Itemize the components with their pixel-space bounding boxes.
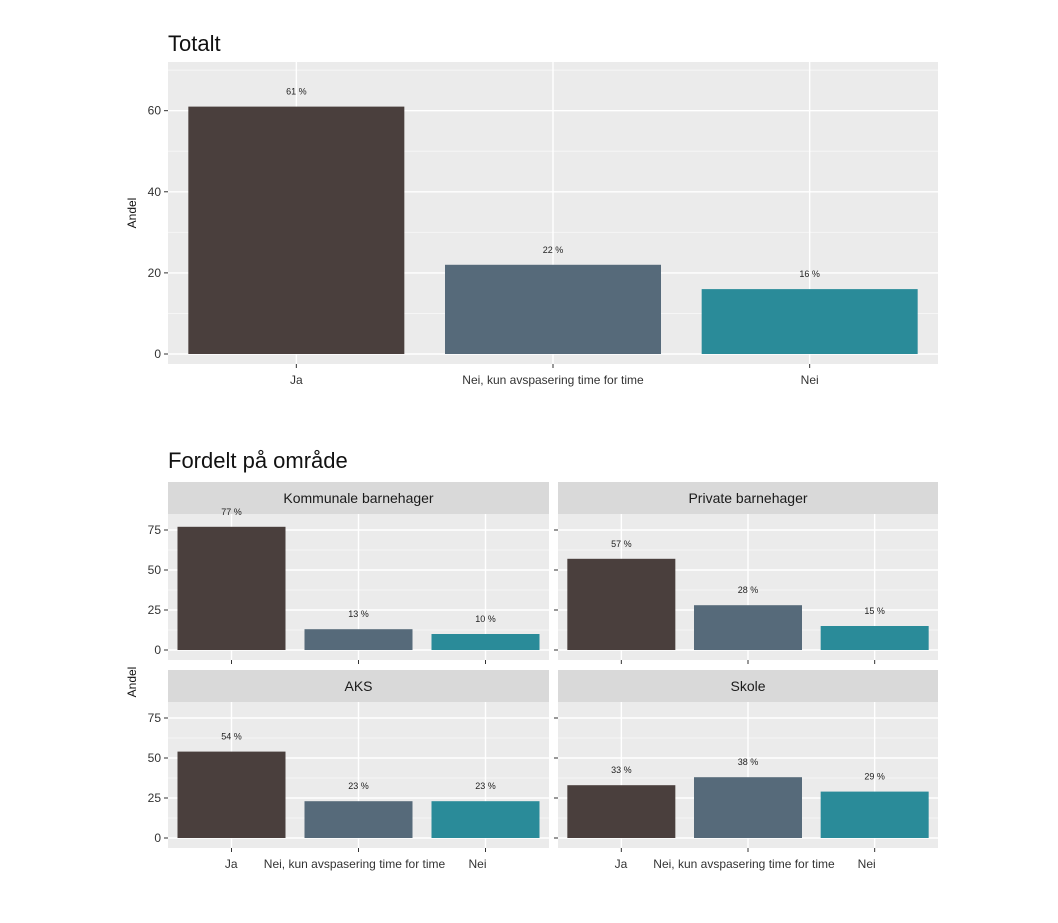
facet-kommunale-barnehager-bar-2 [431,634,540,650]
facet-aks-y-tick-label: 25 [148,791,162,805]
totalt-x-tick-label-0: Ja [290,373,303,387]
facet-skole-bar-0 [567,785,676,838]
totalt-data-label-1: 22 % [543,245,564,255]
totalt-data-label-2: 16 % [799,269,820,279]
facet-private-barnehager-strip [558,482,938,514]
facet-skole-strip [558,670,938,702]
facet-skole-x-tick-label-2: Nei [858,857,876,871]
fordelt-y-axis-label: Andel [125,667,139,698]
facet-kommunale-barnehager-y-tick-label: 0 [154,643,161,657]
facet-aks-y-tick-label: 75 [148,711,162,725]
totalt-bar-2 [701,289,918,354]
facet-aks-bar-1 [304,801,413,838]
facet-kommunale-barnehager-y-tick-label: 50 [148,563,162,577]
chart-title-fordelt: Fordelt på område [168,448,348,473]
totalt-x-tick-label-1: Nei, kun avspasering time for time [462,373,644,387]
facet-skole-bar-1 [694,777,802,838]
facet-skole-x-tick-label-1: Nei, kun avspasering time for time [653,857,835,871]
facet-kommunale-barnehager-y-tick-label: 75 [148,523,162,537]
totalt-y-tick-label: 60 [148,104,162,118]
facet-skole-data-label-2: 29 % [864,772,885,782]
facet-aks-x-tick-label-0: Ja [225,857,238,871]
facet-private-barnehager-data-label-2: 15 % [864,606,885,616]
facet-kommunale-barnehager-strip [168,482,549,514]
facet-aks-strip [168,670,549,702]
facet-skole-data-label-0: 33 % [611,765,632,775]
facet-aks-bar-0 [177,751,286,838]
facet-kommunale-barnehager-bar-1 [304,629,413,650]
facet-aks-data-label-2: 23 % [475,781,496,791]
chart-title-totalt: Totalt [168,31,221,56]
facet-skole-bar-2 [820,791,929,838]
totalt-bar-1 [445,264,661,354]
facet-aks-x-tick-label-2: Nei [469,857,487,871]
totalt-data-label-0: 61 % [286,87,307,97]
facet-private-barnehager-strip-label: Private barnehager [688,490,807,506]
totalt-y-axis-label: Andel [125,198,139,229]
facet-kommunale-barnehager-bar-0 [177,526,286,650]
facet-kommunale-barnehager-data-label-2: 10 % [475,614,496,624]
totalt-y-tick-label: 20 [148,266,162,280]
facet-aks-data-label-1: 23 % [348,781,369,791]
totalt-y-tick-label: 40 [148,185,162,199]
facet-aks-bar-2 [431,801,540,838]
facet-skole-data-label-1: 38 % [738,757,759,767]
facet-aks-x-tick-label-1: Nei, kun avspasering time for time [264,857,446,871]
facet-aks-y-tick-label: 50 [148,751,162,765]
facet-private-barnehager-data-label-0: 57 % [611,539,632,549]
facet-aks-strip-label: AKS [344,678,372,694]
facet-skole-strip-label: Skole [730,678,765,694]
facet-private-barnehager-data-label-1: 28 % [738,585,759,595]
facet-kommunale-barnehager-data-label-1: 13 % [348,609,369,619]
facet-private-barnehager-bar-1 [694,605,802,650]
facet-kommunale-barnehager-y-tick-label: 25 [148,603,162,617]
facet-private-barnehager-bar-2 [820,626,929,650]
totalt-y-tick-label: 0 [154,347,161,361]
facet-skole-x-tick-label-0: Ja [615,857,628,871]
facet-aks-data-label-0: 54 % [221,732,242,742]
totalt-bar-0 [188,106,405,354]
facet-private-barnehager-bar-0 [567,558,676,650]
facet-kommunale-barnehager-strip-label: Kommunale barnehager [283,490,434,506]
facet-aks-y-tick-label: 0 [154,831,161,845]
facet-kommunale-barnehager-data-label-0: 77 % [221,507,242,517]
totalt-x-tick-label-2: Nei [801,373,819,387]
